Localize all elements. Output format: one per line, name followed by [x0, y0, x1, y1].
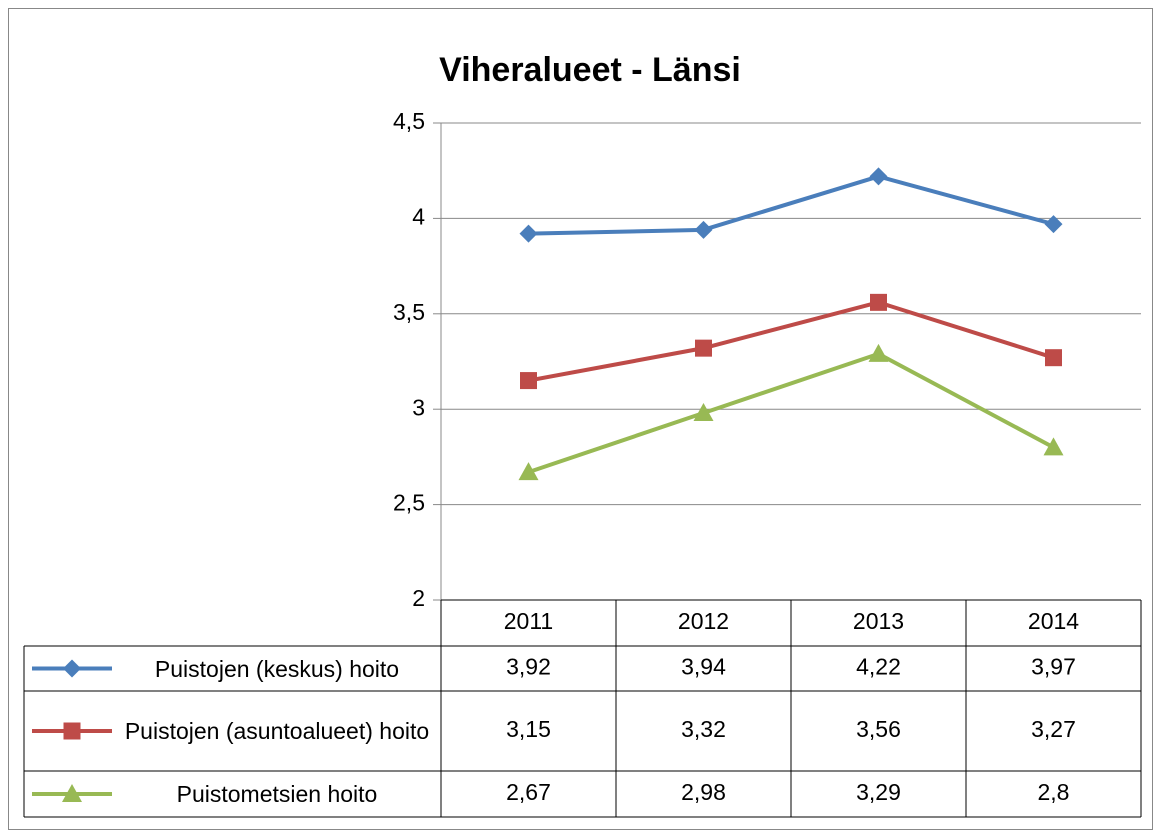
x-tick-label: 2012	[678, 608, 729, 634]
marker	[519, 224, 538, 243]
table-value: 3,94	[681, 654, 726, 680]
y-tick-label: 4,5	[393, 108, 425, 134]
marker	[63, 722, 81, 740]
marker	[62, 784, 82, 802]
series-line	[528, 300, 1055, 383]
marker	[693, 403, 714, 422]
marker	[63, 659, 81, 678]
x-tick-label: 2014	[1028, 608, 1079, 634]
marker	[1044, 215, 1063, 234]
series-line	[528, 174, 1055, 236]
series-line	[527, 351, 1055, 475]
marker	[518, 462, 539, 481]
chart-title: Viheralueet - Länsi	[439, 51, 741, 89]
legend-label: Puistojen (keskus) hoito	[154, 655, 400, 682]
table-value: 3,92	[506, 654, 551, 680]
legend-label-box: Puistojen (keskus) hoito	[154, 655, 400, 682]
table-value: 3,97	[1031, 654, 1076, 680]
chart-border	[8, 8, 1153, 830]
y-tick-label: 4	[412, 203, 425, 229]
table-value: 3,15	[506, 716, 551, 742]
x-tick-label: 2013	[853, 608, 904, 634]
y-tick-label: 2,5	[393, 490, 425, 516]
marker	[1043, 437, 1064, 456]
y-tick-label: 3	[412, 394, 425, 420]
legend-label-box: Puistojen (asuntoalueet) hoito	[124, 718, 430, 744]
table-value: 2,67	[506, 779, 551, 805]
marker	[695, 339, 712, 357]
legend-label: Puistometsien hoito	[176, 781, 378, 807]
y-tick-label: 3,5	[393, 299, 425, 325]
table-value: 2,98	[681, 779, 726, 805]
table-value: 2,8	[1038, 779, 1070, 805]
table-value: 3,29	[856, 779, 901, 805]
y-tick-label: 2	[412, 585, 425, 611]
marker	[869, 167, 888, 186]
marker	[520, 372, 537, 390]
table-value: 4,22	[856, 654, 901, 680]
marker	[868, 343, 889, 362]
legend-label-box: Puistometsien hoito	[176, 781, 378, 807]
table-value: 3,27	[1031, 716, 1076, 742]
legend-label: Puistojen (asuntoalueet) hoito	[124, 718, 430, 744]
marker	[694, 220, 713, 239]
table-value: 3,56	[856, 716, 901, 742]
marker	[1045, 349, 1062, 367]
table-value: 3,32	[681, 716, 726, 742]
marker	[870, 293, 887, 311]
x-tick-label: 2011	[504, 608, 553, 634]
